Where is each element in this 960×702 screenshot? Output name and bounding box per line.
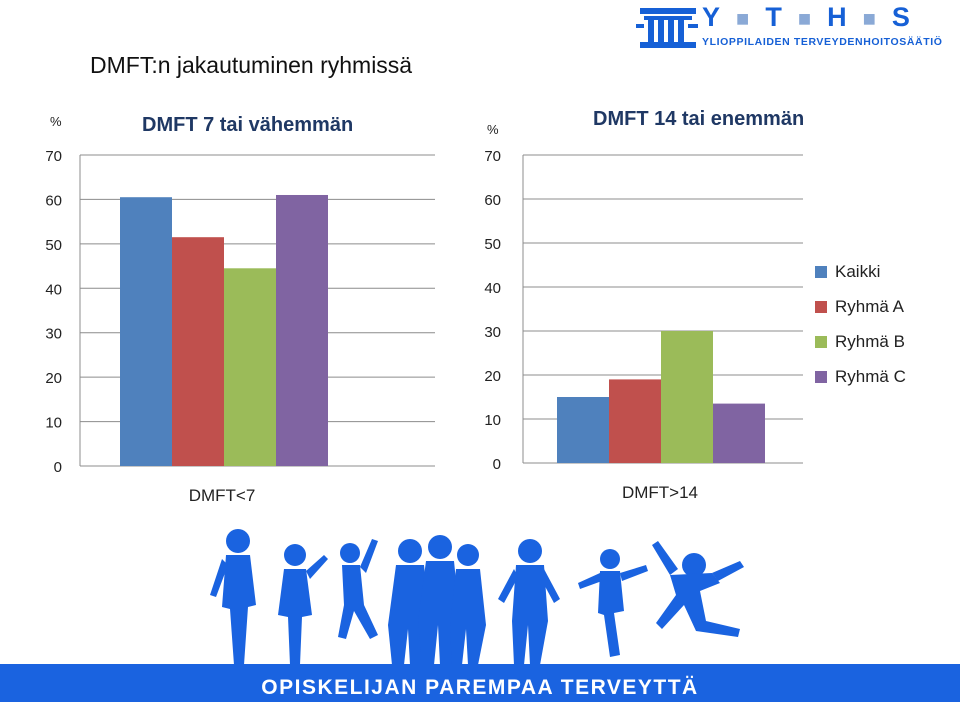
footer-text: OPISKELIJAN PAREMPAA TERVEYTTÄ [261,676,699,699]
footer-band [0,664,960,702]
bar-ryhmä-b [661,331,713,463]
y-tick-label: 50 [45,237,62,254]
legend-label: Kaikki [835,262,881,281]
legend-item-ryhma-c: Ryhmä C [815,367,906,391]
logo-subtitle: YLIOPPILAIDEN TERVEYDENHOITOSÄÄTIÖ [702,36,943,48]
y-tick-label: 60 [484,192,501,209]
y-tick-label: 30 [484,324,501,341]
chart-2-ylabel: % [487,122,499,137]
y-tick-label: 0 [54,459,62,476]
bar-ryhmä-c [276,194,328,466]
legend-label: Ryhmä B [835,332,905,351]
legend-label: Ryhmä C [835,367,906,386]
legend-swatch [815,266,827,278]
y-tick-label: 20 [484,368,501,385]
slide-title: DMFT:n jakautuminen ryhmissä [90,52,413,78]
y-tick-label: 0 [493,456,501,473]
chart-2-title: DMFT 14 tai enemmän [593,108,805,130]
bar-ryhmä-c [713,403,765,463]
y-tick-label: 20 [45,370,62,387]
chart-1-ylabel: % [50,114,62,129]
chart-1-title: DMFT 7 tai vähemmän [142,114,354,136]
bar-ryhmä-a [172,237,224,466]
pillar-logo-icon [636,8,698,48]
legend-item-ryhma-b: Ryhmä B [815,332,905,356]
people-silhouettes-icon [210,529,744,665]
legend-swatch [815,336,827,348]
charts-canvas: 0 10 20 30 40 50 60 70 DMFT<7 0 10 20 30 40 50 60 70 DMFT… [45,148,803,505]
bar-ryhmä-a [609,379,661,463]
legend-label: Ryhmä A [835,297,904,316]
y-tick-label: 10 [484,412,501,429]
y-tick-label: 40 [45,281,62,298]
x-category-label: DMFT<7 [189,486,256,505]
logo-name: Y ■ T ■ H ■ S [702,2,912,32]
y-tick-label: 70 [45,148,62,165]
x-category-label: DMFT>14 [622,483,698,502]
y-tick-label: 60 [45,192,62,209]
bar-kaikki [557,397,609,463]
legend-swatch [815,301,827,313]
legend-item-ryhma-a: Ryhmä A [815,297,904,321]
legend-swatch [815,371,827,383]
bar-kaikki [120,197,172,466]
y-tick-label: 70 [484,148,501,165]
bar-ryhmä-b [224,268,276,466]
y-tick-label: 40 [484,280,501,297]
y-tick-label: 50 [484,236,501,253]
y-tick-label: 30 [45,326,62,343]
legend-item-kaikki: Kaikki [815,262,880,286]
y-tick-label: 10 [45,415,62,432]
